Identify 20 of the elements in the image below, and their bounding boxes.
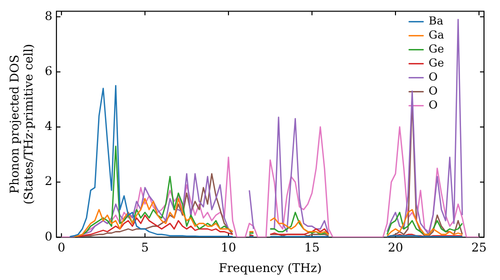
legend-label: Ge <box>428 42 444 56</box>
legend-label: O <box>428 98 438 112</box>
legend-label: O <box>428 84 438 98</box>
legend-label: O <box>428 70 438 84</box>
x-tick-label: 20 <box>388 240 404 255</box>
x-tick-label: 0 <box>58 240 66 255</box>
y-tick-label: 8 <box>44 8 52 23</box>
y-tick-label: 2 <box>44 174 52 188</box>
legend-label: Ge <box>428 56 444 70</box>
x-tick-label: 15 <box>304 240 320 255</box>
x-tick-label: 25 <box>471 240 487 255</box>
x-tick-label: 10 <box>220 240 236 255</box>
y-tick-label: 6 <box>44 64 52 78</box>
legend-label: Ga <box>428 28 444 42</box>
x-tick-label: 5 <box>141 240 149 255</box>
legend-label: Ba <box>428 14 444 28</box>
y-axis-title: Phonon projected DOS (States/THz·primitive cell) <box>7 44 36 205</box>
y-tick-label: 4 <box>44 119 53 134</box>
x-axis-title: Frequency (THz) <box>218 260 322 275</box>
y-tick-label: 0 <box>44 229 52 244</box>
